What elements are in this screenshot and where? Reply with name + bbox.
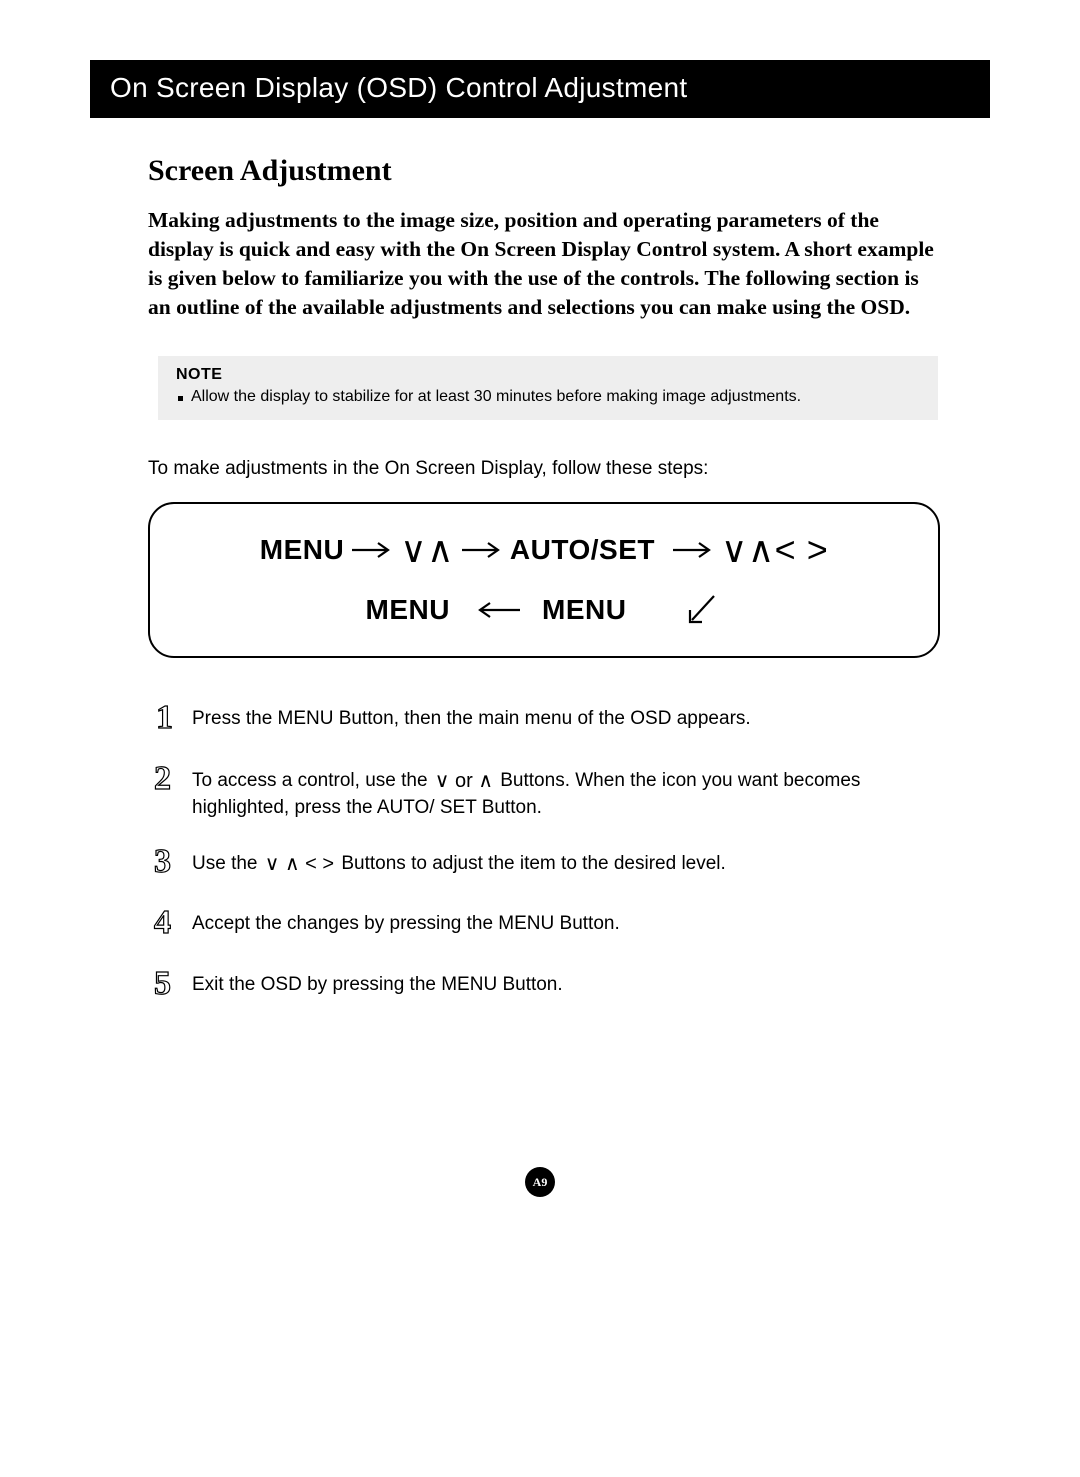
- flow-symbols-pair: ∨∧: [400, 532, 454, 568]
- steps-list: 1 Press the MENU Button, then the main m…: [152, 704, 942, 1005]
- svg-text:3: 3: [154, 843, 171, 878]
- flow-menu-2a: MENU: [366, 594, 450, 626]
- step-symbols: ∨ ∧ < >: [263, 853, 336, 875]
- step-number-icon: 4: [152, 903, 186, 944]
- arrow-right-icon: [458, 540, 506, 560]
- page-number-badge: A9: [525, 1167, 555, 1197]
- manual-page: On Screen Display (OSD) Control Adjustme…: [0, 0, 1080, 1005]
- svg-text:2: 2: [154, 760, 171, 795]
- step-number-icon: 3: [152, 842, 186, 883]
- flow-diagram: MENU ∨∧ AUTO/SET ∨∧< > MENU MENU: [148, 502, 940, 658]
- step-text: Use the ∨ ∧ < > Buttons to adjust the it…: [192, 848, 726, 878]
- arrow-left-icon: [468, 600, 524, 620]
- step-number-icon: 1: [152, 698, 186, 739]
- note-box: NOTE Allow the display to stabilize for …: [158, 356, 938, 420]
- lead-line: To make adjustments in the On Screen Dis…: [148, 458, 990, 480]
- step-text: Press the MENU Button, then the main men…: [192, 704, 751, 733]
- arrow-diagonal-icon: [682, 590, 722, 630]
- step-text: Exit the OSD by pressing the MENU Button…: [192, 970, 563, 999]
- flow-menu-2b: MENU: [542, 594, 626, 626]
- flow-menu-1: MENU: [260, 534, 344, 566]
- flow-autoset: AUTO/SET: [510, 534, 655, 566]
- step-text: Accept the changes by pressing the MENU …: [192, 909, 620, 938]
- step-number-icon: 2: [152, 759, 186, 800]
- note-item-text: Allow the display to stabilize for at le…: [191, 388, 801, 406]
- step-number-icon: 5: [152, 964, 186, 1005]
- note-label: NOTE: [176, 366, 920, 384]
- bullet-icon: [178, 396, 183, 401]
- step-text-post: Buttons to adjust the item to the desire…: [336, 853, 726, 874]
- note-item: Allow the display to stabilize for at le…: [176, 388, 920, 406]
- step-text-pre: To access a control, use the: [192, 770, 433, 791]
- flow-symbols-quad: ∨∧< >: [721, 532, 828, 568]
- step-text-pre: Accept the changes by pressing the MENU …: [192, 913, 620, 934]
- arrow-right-icon: [669, 540, 717, 560]
- step-item: 3 Use the ∨ ∧ < > Buttons to adjust the …: [152, 848, 942, 883]
- step-text: To access a control, use the ∨ or ∧ Butt…: [192, 765, 942, 822]
- step-text-pre: Use the: [192, 853, 263, 874]
- arrow-right-icon: [348, 540, 396, 560]
- section-heading: Screen Adjustment: [148, 154, 990, 188]
- title-bar: On Screen Display (OSD) Control Adjustme…: [90, 60, 990, 118]
- step-item: 1 Press the MENU Button, then the main m…: [152, 704, 942, 739]
- flow-row-2: MENU MENU: [180, 590, 908, 630]
- step-text-pre: Press the MENU Button, then the main men…: [192, 708, 751, 729]
- step-item: 5 Exit the OSD by pressing the MENU Butt…: [152, 970, 942, 1005]
- step-text-pre: Exit the OSD by pressing the MENU Button…: [192, 974, 563, 995]
- svg-text:5: 5: [154, 965, 171, 1000]
- svg-text:1: 1: [156, 699, 173, 734]
- step-item: 2 To access a control, use the ∨ or ∧ Bu…: [152, 765, 942, 822]
- step-item: 4 Accept the changes by pressing the MEN…: [152, 909, 942, 944]
- step-symbols: ∨ or ∧: [433, 770, 495, 792]
- svg-text:4: 4: [154, 904, 171, 939]
- flow-row-1: MENU ∨∧ AUTO/SET ∨∧< >: [180, 532, 908, 568]
- intro-paragraph: Making adjustments to the image size, po…: [148, 206, 938, 322]
